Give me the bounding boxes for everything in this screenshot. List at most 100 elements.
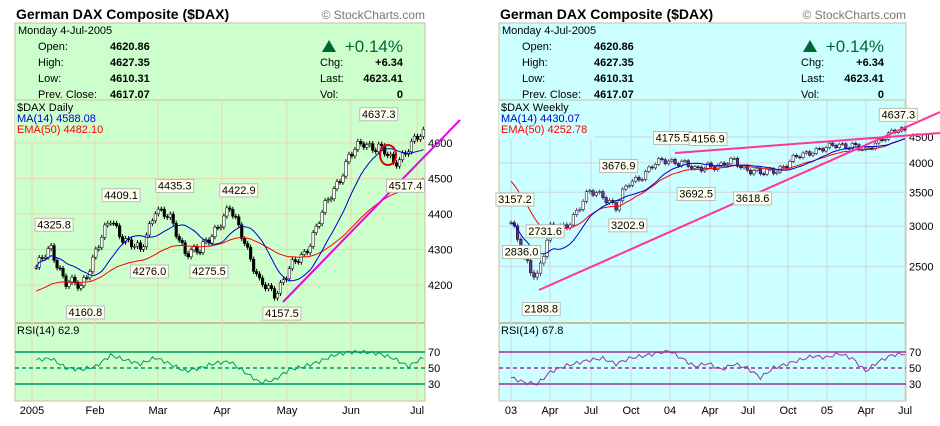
candle — [395, 162, 399, 167]
candle — [575, 210, 579, 215]
candle — [317, 223, 321, 227]
candle — [371, 143, 375, 151]
annotation-label: 4637.3 — [882, 109, 916, 121]
candle — [386, 153, 390, 156]
x-tick-label: Apr — [541, 405, 558, 417]
candle — [808, 151, 812, 156]
chart-frame — [498, 22, 907, 402]
candle — [195, 246, 199, 253]
candle — [347, 154, 351, 163]
x-tick-label: 2005 — [20, 405, 44, 417]
candle — [729, 158, 733, 165]
candle — [653, 163, 657, 169]
candle — [529, 260, 533, 274]
quote-label: High: — [522, 57, 548, 69]
x-tick-label: Jun — [342, 405, 360, 417]
candle — [67, 282, 71, 287]
quote-value-chg: +6.34 — [375, 57, 404, 69]
quote-label: Prev. Close: — [522, 89, 581, 101]
ema-label: EMA(50) 4482.10 — [17, 124, 103, 136]
y-tick-label: 4000 — [909, 158, 933, 170]
candle — [228, 207, 232, 210]
candle — [103, 224, 107, 238]
annotation-box — [65, 305, 105, 320]
chart-title: German DAX Composite ($DAX) — [16, 6, 229, 22]
quote-label: Chg: — [320, 57, 343, 69]
candle — [153, 213, 157, 222]
candle — [106, 223, 110, 226]
candle — [314, 226, 318, 233]
candle — [55, 260, 59, 269]
quote-date: Monday 4-Jul-2005 — [502, 25, 596, 37]
candle — [183, 242, 187, 254]
candle — [219, 226, 223, 229]
y-tick-label: 4300 — [428, 245, 452, 257]
up-arrow-icon — [322, 40, 336, 52]
candle — [261, 277, 265, 285]
candle — [210, 236, 214, 244]
candle — [389, 153, 393, 156]
annotation-label: 4157.5 — [265, 308, 299, 320]
candle — [302, 251, 306, 255]
candle — [49, 245, 53, 249]
copyright: © StockCharts.com — [321, 8, 425, 22]
quote-value-vol: 0 — [878, 89, 884, 101]
candle — [412, 135, 416, 142]
candle — [240, 224, 244, 239]
x-tick-label: Oct — [779, 405, 796, 417]
candle — [138, 242, 143, 250]
candle — [811, 153, 815, 156]
change-percent: +0.14% — [826, 37, 884, 56]
candle — [335, 181, 339, 189]
candle — [159, 208, 163, 211]
candle — [156, 208, 160, 215]
candle — [650, 166, 654, 169]
candle — [844, 143, 848, 149]
rsi-tick-label: 30 — [428, 379, 440, 391]
ma14-line — [510, 138, 906, 255]
chart-panel-1: German DAX Composite ($DAX) © StockCharts… — [495, 6, 940, 417]
candle — [663, 159, 667, 164]
candle — [827, 142, 831, 149]
candle — [144, 234, 148, 248]
ema50-line — [36, 177, 424, 292]
candle — [338, 181, 342, 183]
annotation-box — [155, 178, 195, 193]
annotation-label: 2188.8 — [524, 304, 558, 316]
candle — [189, 249, 193, 258]
candle — [147, 223, 151, 236]
candle — [834, 145, 838, 149]
x-tick-label: May — [277, 405, 298, 417]
candle — [34, 267, 38, 269]
candle — [70, 277, 74, 283]
series-label: $DAX Weekly — [501, 102, 569, 114]
candle — [788, 161, 792, 169]
candle — [213, 227, 217, 237]
annotation-label: 4276.0 — [133, 266, 167, 278]
candle — [293, 259, 297, 262]
candle — [749, 169, 753, 175]
annotation-label: 4517.4 — [389, 180, 423, 192]
y-tick-label: 4200 — [428, 280, 452, 292]
candle — [647, 166, 651, 172]
candle — [97, 247, 101, 250]
candle — [538, 262, 543, 274]
candle — [804, 151, 808, 154]
candle — [234, 215, 238, 218]
candle — [630, 180, 635, 186]
candle — [109, 222, 113, 225]
candle — [670, 159, 674, 162]
candle — [264, 284, 268, 290]
quote-label: Chg: — [801, 57, 824, 69]
x-tick-label: Oct — [622, 405, 639, 417]
x-tick-label: Mar — [149, 405, 168, 417]
annotation-box — [878, 107, 918, 122]
candle — [824, 147, 828, 152]
candle — [365, 144, 369, 148]
candle — [781, 166, 785, 168]
legend-bg — [499, 101, 594, 139]
annotation-box — [599, 158, 639, 173]
up-arrow-icon — [803, 40, 817, 52]
annotation-label: 4435.3 — [158, 180, 192, 192]
rsi-tick-label: 50 — [428, 363, 440, 375]
